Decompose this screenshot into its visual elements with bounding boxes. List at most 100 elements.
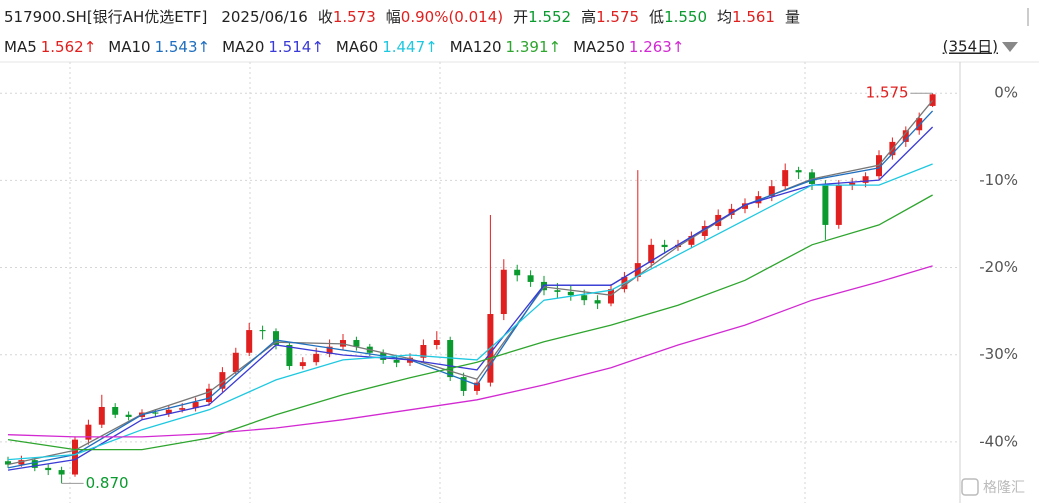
candle-body (112, 406, 119, 415)
symbol: 517900.SH[银行AH优选ETF] (4, 8, 207, 26)
quote-value: 1.573 (333, 8, 376, 26)
candle-body (554, 290, 561, 292)
quote-label: 均 (717, 8, 732, 26)
header-row: 517900.SH[银行AH优选ETF] 2025/06/16 收1.573 幅0.9… (4, 8, 800, 26)
quote-label: 开 (513, 8, 528, 26)
quote-label: 收 (318, 8, 333, 26)
candle-body (809, 172, 815, 184)
quote-value: 0.90%(0.014) (401, 8, 503, 26)
candle-body (192, 402, 199, 409)
candle-body (862, 176, 869, 183)
candle-body (299, 362, 306, 367)
candle-body (85, 424, 92, 440)
legend-value: 1.391↑ (506, 38, 562, 56)
candle-body (433, 340, 440, 346)
ma-line (7, 265, 933, 438)
legend-value: 1.447↑ (382, 38, 438, 56)
y-tick-label: -30% (979, 345, 1018, 363)
candle-body (782, 170, 789, 187)
candle-body (768, 186, 775, 197)
candle-body (45, 467, 52, 471)
legend-value: 1.543↑ (155, 38, 211, 56)
candle-body (701, 226, 708, 236)
candle-body (259, 330, 266, 332)
candle-body (648, 244, 655, 264)
ma-line (7, 126, 934, 471)
y-tick-label: -40% (979, 432, 1018, 450)
candle-body (500, 269, 507, 315)
ma-line (7, 99, 934, 466)
candle-body (822, 183, 829, 225)
ma-line (7, 194, 933, 451)
candle-body (567, 291, 574, 296)
legend-name: MA120 (450, 38, 502, 56)
legend-value: 1.562↑ (41, 38, 97, 56)
ma-line (7, 110, 934, 469)
candle-body (728, 208, 735, 215)
quote-label: 低 (649, 8, 664, 26)
y-tick-label: -10% (979, 171, 1018, 189)
volume-label: 量 (785, 8, 800, 26)
ma-line (7, 163, 933, 461)
candle-body (634, 263, 641, 277)
candle-body (581, 295, 588, 301)
candle-body (232, 352, 239, 373)
dropdown-arrow[interactable] (1002, 42, 1018, 52)
candle-body (353, 340, 360, 347)
candle-body (152, 412, 159, 414)
candle-body (849, 182, 856, 186)
candle-body (98, 406, 105, 425)
legend-name: MA5 (4, 38, 37, 56)
candle-body (18, 460, 25, 465)
quote-label: 高 (581, 8, 596, 26)
legend-name: MA250 (573, 38, 625, 56)
candle-body (246, 330, 253, 353)
quote-value: 1.552 (528, 8, 571, 26)
quote-value: 1.561 (732, 8, 775, 26)
candle-body (514, 269, 521, 276)
candle-body (795, 170, 802, 173)
quote-value: 1.575 (596, 8, 639, 26)
candle-body (326, 346, 333, 354)
legend-name: MA60 (336, 38, 378, 56)
watermark-icon (961, 478, 979, 496)
quote-label: 幅 (386, 8, 401, 26)
watermark: 格隆汇 (961, 478, 1025, 496)
candle-body (179, 408, 186, 410)
candle-body (219, 372, 226, 389)
candle-body (206, 388, 212, 403)
quote-value: 1.550 (664, 8, 707, 26)
low-label: 0.870 (86, 474, 129, 492)
legend-value: 1.263↑ (629, 38, 685, 56)
candle-body (835, 185, 842, 225)
candle-body (594, 300, 601, 304)
date: 2025/06/16 (221, 8, 307, 26)
candle-body (527, 275, 534, 282)
candle-body (286, 345, 293, 367)
legend-name: MA10 (108, 38, 150, 56)
candle-body (313, 353, 320, 363)
candle-body (420, 345, 427, 358)
candle-body (72, 439, 78, 475)
y-tick-label: 0% (994, 84, 1018, 102)
candle-body (916, 118, 923, 131)
candle-body (661, 244, 668, 248)
watermark-text: 格隆汇 (983, 480, 1025, 496)
y-tick-label: -20% (979, 258, 1018, 276)
candle-body (125, 414, 132, 417)
candle-body (688, 235, 695, 245)
candle-body (273, 331, 279, 346)
legend-value: 1.514↑ (268, 38, 324, 56)
candle-body (460, 377, 467, 391)
period-label: (354日) (943, 38, 998, 56)
legend: MA5 1.562↑ MA10 1.543↑ MA20 1.514↑ MA60 1.447↑ M… (4, 38, 684, 56)
legend-name: MA20 (222, 38, 264, 56)
candle-body (165, 409, 172, 414)
candle-body (608, 289, 614, 304)
candle-body (393, 359, 400, 363)
candle-body (5, 461, 11, 465)
candle-body (31, 460, 38, 468)
candle-body (929, 94, 936, 106)
high-label: 1.575 (866, 84, 909, 102)
